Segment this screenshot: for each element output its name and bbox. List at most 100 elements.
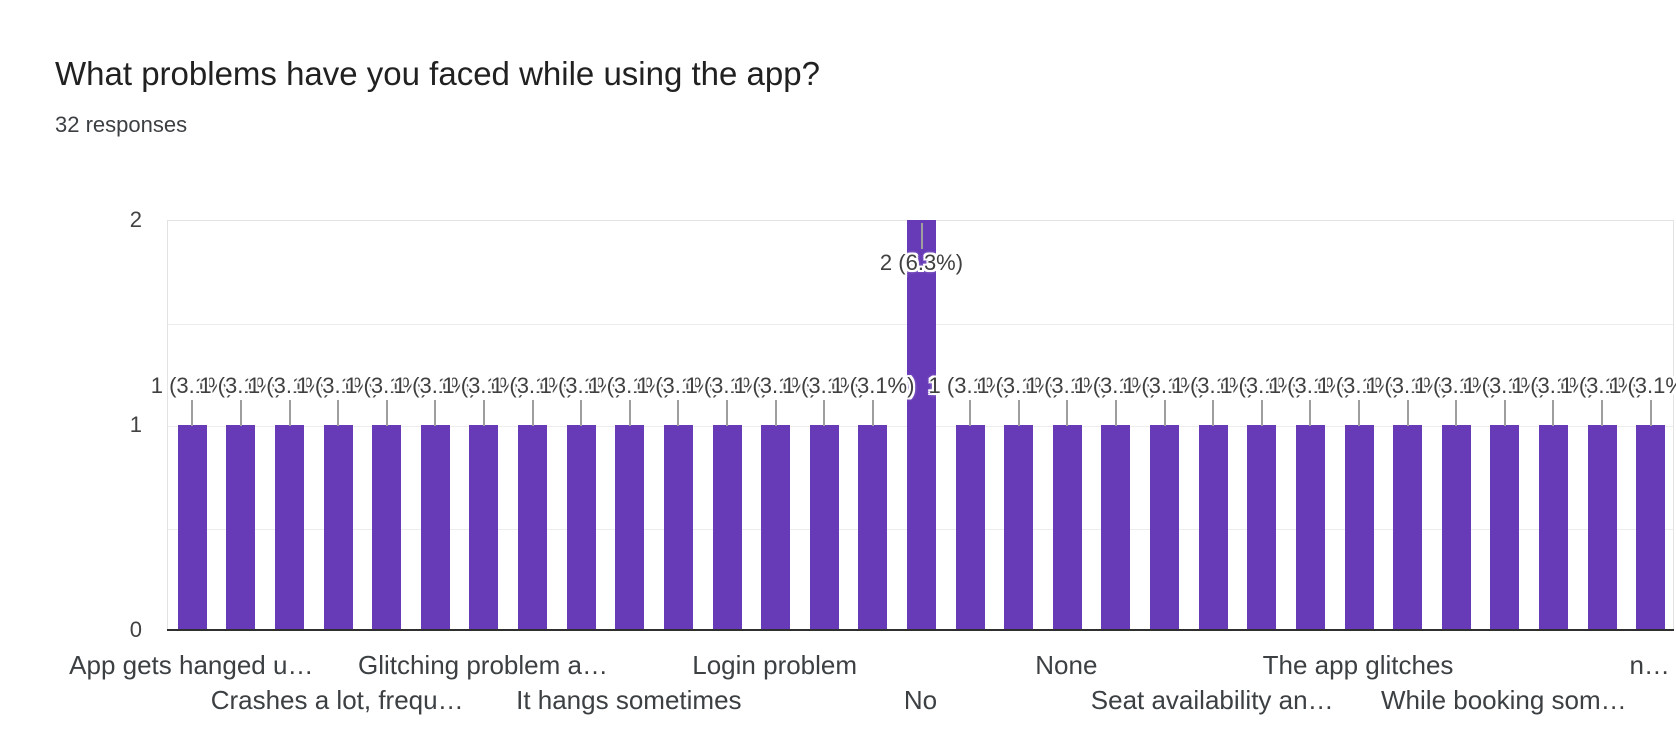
bar-value-label: 1 (3.1%) bbox=[1609, 373, 1676, 398]
bar-value-label: 1 (3.1%) bbox=[928, 373, 1012, 398]
value-leader-line bbox=[774, 400, 777, 426]
bar[interactable] bbox=[1198, 425, 1228, 630]
value-leader-line bbox=[1358, 400, 1361, 426]
bar-value-label: 1 (3.1%) bbox=[1171, 373, 1255, 398]
value-leader-line bbox=[580, 400, 583, 426]
bar[interactable] bbox=[275, 425, 305, 630]
value-leader-line bbox=[1455, 400, 1458, 426]
value-leader-line bbox=[1406, 400, 1409, 426]
bar-value-label: 1 (3.1%) bbox=[1560, 373, 1644, 398]
bar-value-label: 1 (3.1%) bbox=[539, 373, 623, 398]
value-leader-line bbox=[677, 400, 680, 426]
bar[interactable] bbox=[1490, 425, 1520, 630]
bar[interactable] bbox=[1052, 425, 1082, 630]
value-leader-line bbox=[726, 400, 729, 426]
bar[interactable] bbox=[955, 425, 985, 630]
bar[interactable] bbox=[1150, 425, 1180, 630]
bar[interactable] bbox=[809, 425, 839, 630]
value-leader-line bbox=[1601, 400, 1604, 426]
bar-value-label: 1 (3.1%) bbox=[491, 373, 575, 398]
value-leader-line bbox=[531, 400, 534, 426]
bar-value-label: 1 (3.1%) bbox=[1122, 373, 1207, 398]
bar-value-label: 1 (3.1%) bbox=[1025, 373, 1109, 398]
bar-value-label: 1 (3.1%) bbox=[782, 373, 866, 398]
value-leader-line bbox=[871, 400, 874, 426]
bar-value-label: 1 (3.1%) bbox=[199, 373, 283, 398]
x-axis-tick-label: Seat availability an… bbox=[1090, 685, 1334, 715]
bar-value-label: 1 (3.1%) bbox=[636, 373, 720, 398]
bar[interactable] bbox=[566, 425, 596, 630]
bar-value-label: 1 (3.1%) bbox=[685, 373, 769, 398]
value-leader-line bbox=[1649, 400, 1652, 426]
value-leader-line bbox=[823, 400, 826, 426]
x-axis-tick-label: Crashes a lot, frequ… bbox=[210, 685, 464, 715]
bar[interactable] bbox=[323, 425, 353, 630]
bar[interactable] bbox=[420, 425, 450, 630]
bar[interactable] bbox=[372, 425, 402, 630]
bar[interactable] bbox=[663, 425, 693, 630]
bar[interactable] bbox=[1441, 425, 1471, 630]
bar-value-label: 1 (3.1%) bbox=[296, 373, 380, 398]
x-axis-tick-label: n… bbox=[1629, 650, 1670, 680]
value-leader-line bbox=[1066, 400, 1069, 426]
bar-value-label: 1 (3.1%) bbox=[1414, 373, 1498, 398]
bar-value-label: 1 (3.1%) bbox=[247, 373, 332, 398]
bar-value-label: 1 (3.1%) bbox=[442, 373, 526, 398]
value-leader-line bbox=[239, 400, 242, 426]
x-axis-tick-label: None bbox=[1035, 650, 1098, 680]
bar[interactable] bbox=[226, 425, 256, 630]
bar-value-label: 1 (3.1%) bbox=[345, 373, 429, 398]
value-leader-line bbox=[337, 400, 340, 426]
x-axis-tick-label: It hangs sometimes bbox=[516, 685, 742, 715]
bar[interactable] bbox=[1538, 425, 1568, 630]
x-axis-tick-label: The app glitches bbox=[1262, 650, 1454, 680]
bar-value-label: 1 (3.1%) bbox=[831, 373, 915, 398]
bar-value-label: 1 (3.1%) bbox=[1074, 373, 1158, 398]
value-leader-line bbox=[628, 400, 631, 426]
value-leader-line bbox=[434, 400, 437, 426]
bar-value-label: 1 (3.1%) bbox=[1366, 373, 1450, 398]
bar[interactable] bbox=[469, 425, 499, 630]
value-leader-line bbox=[482, 400, 485, 426]
bar-value-label: 1 (3.1%) bbox=[1511, 373, 1596, 398]
x-axis-tick-label: No bbox=[903, 685, 938, 715]
bar-value-label: 1 (3.1%) bbox=[393, 373, 477, 398]
y-axis-tick-label: 1 bbox=[129, 412, 142, 437]
bar-value-label: 2 (6.3%) bbox=[879, 250, 964, 275]
bar-value-label: 1 (3.1%) bbox=[588, 373, 672, 398]
bar-value-label: 1 (3.1%) bbox=[150, 373, 234, 398]
bar-value-label: 1 (3.1%) bbox=[1268, 373, 1352, 398]
bar[interactable] bbox=[761, 425, 791, 630]
bar[interactable] bbox=[1004, 425, 1034, 630]
bar[interactable] bbox=[712, 425, 742, 630]
bar[interactable] bbox=[1247, 425, 1277, 630]
question-title: What problems have you faced while using… bbox=[55, 55, 820, 92]
y-axis-tick-label: 2 bbox=[129, 207, 142, 232]
bar-chart-plot-area: 1 (3.1%) 1 (3.1%) 1 (3.1%) 1 (3.1%) 1 (3.1%)… bbox=[151, 220, 1676, 630]
bar[interactable] bbox=[907, 220, 936, 630]
value-leader-line bbox=[1163, 400, 1166, 426]
bar[interactable] bbox=[858, 425, 888, 630]
bar-value-label: 1 (3.1%) bbox=[1317, 373, 1401, 398]
x-axis-line bbox=[167, 629, 1674, 631]
bar[interactable] bbox=[1636, 425, 1666, 630]
value-leader-line bbox=[1309, 400, 1312, 426]
bar[interactable] bbox=[1587, 425, 1617, 630]
value-leader-line bbox=[385, 400, 388, 426]
bar[interactable] bbox=[1101, 425, 1131, 630]
value-leader-line bbox=[969, 400, 972, 426]
bar-value-label: 1 (3.1%) bbox=[1463, 373, 1547, 398]
bar[interactable] bbox=[177, 425, 207, 630]
response-count: 32 responses bbox=[55, 112, 188, 137]
bar[interactable] bbox=[1393, 425, 1423, 630]
value-leader-line bbox=[920, 223, 923, 249]
bar[interactable] bbox=[1295, 425, 1325, 630]
y-axis-tick-label: 0 bbox=[129, 617, 142, 642]
value-leader-line bbox=[1552, 400, 1555, 426]
bar[interactable] bbox=[1344, 425, 1374, 630]
value-leader-line bbox=[1017, 400, 1020, 426]
x-axis-tick-label: App gets hanged u… bbox=[69, 650, 314, 680]
bar[interactable] bbox=[615, 425, 645, 630]
bar[interactable] bbox=[518, 425, 548, 630]
